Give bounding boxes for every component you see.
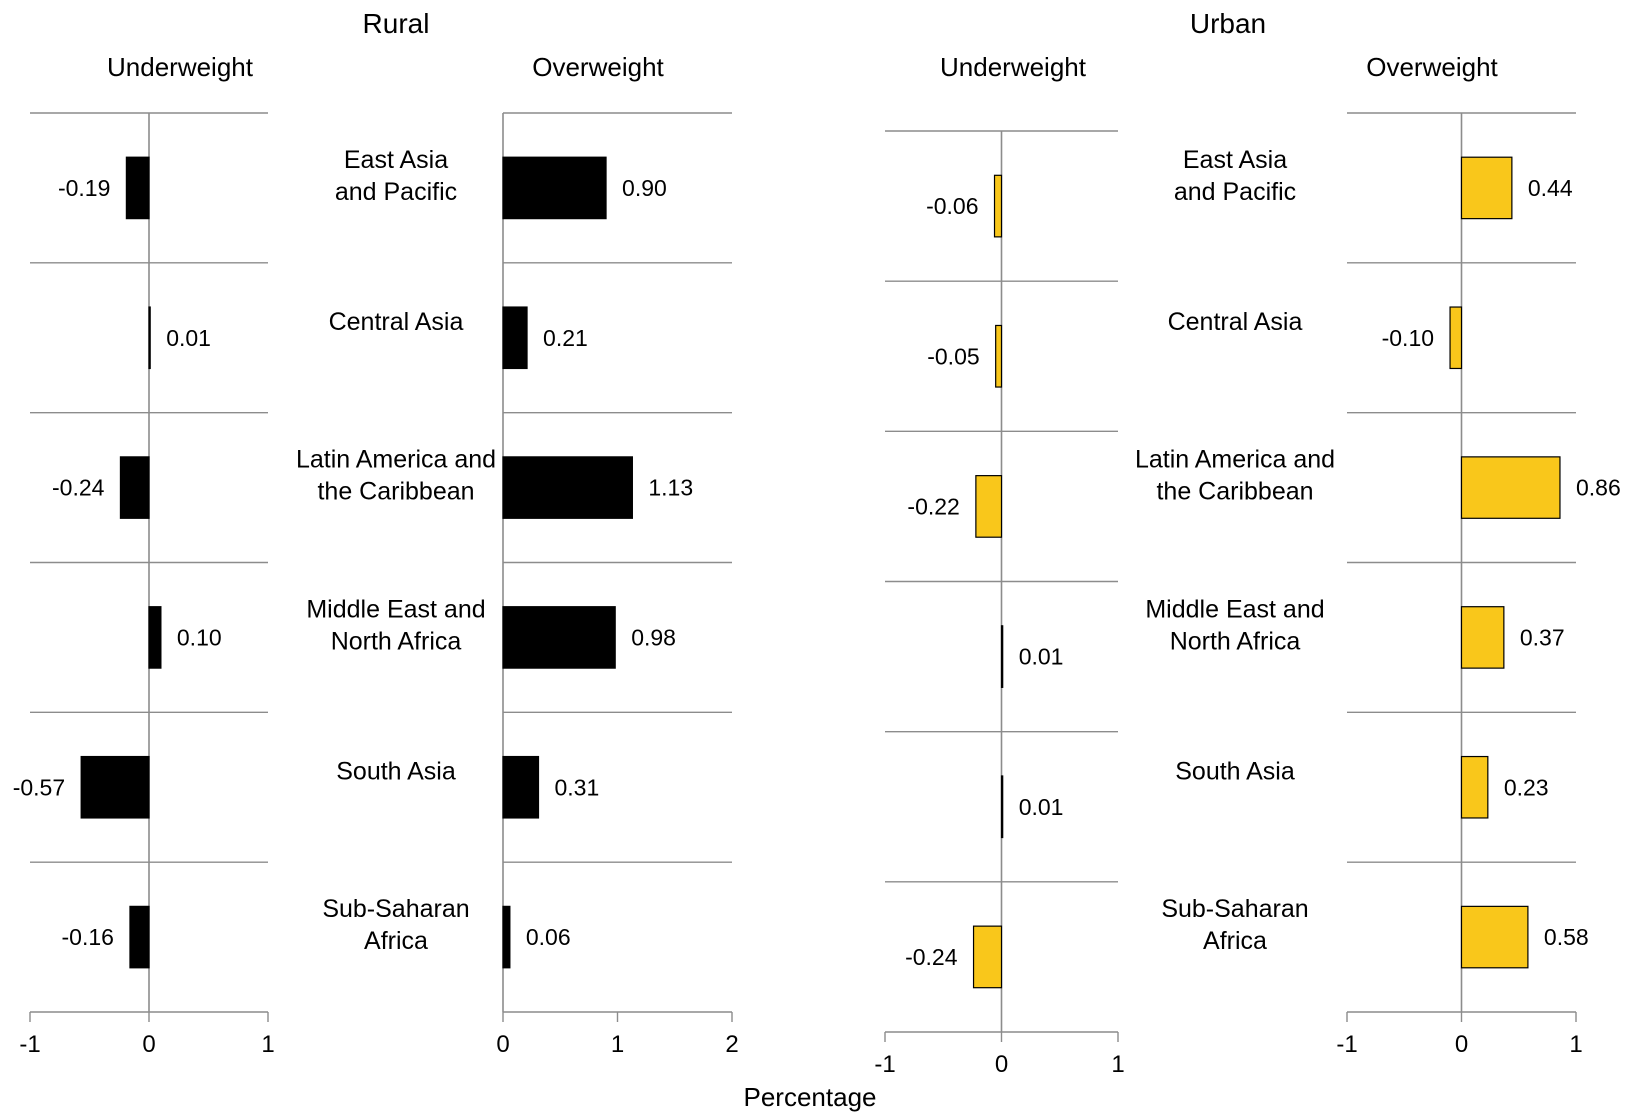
urban-overweight-value-label-south-asia: 0.23 xyxy=(1504,774,1549,800)
rural-underweight-value-label-latin-america-and-the-caribbean: -0.24 xyxy=(52,475,105,501)
urban-underweight-panel: Underweight -1 0 1 -0.06 -0.05 -0.22 0.01 0.01 -0… xyxy=(874,52,1124,1078)
rural-underweight-title: Underweight xyxy=(107,52,254,82)
urban-overweight-bar-latin-america-and-the-caribbean xyxy=(1460,456,1561,519)
rural-underweight-bar-sub-saharan-africa xyxy=(129,905,150,969)
urban-underweight-bar-south-asia xyxy=(1000,775,1004,839)
category-label-middle-east-and-north-africa-urban: North Africa xyxy=(1170,627,1301,655)
rural-underweight-value-label-middle-east-and-north-africa: 0.10 xyxy=(177,624,222,650)
rural-underweight-bar-central-asia xyxy=(148,306,151,370)
rural-underweight-value-label-east-asia-and-pacific: -0.19 xyxy=(58,175,110,201)
category-label-middle-east-and-north-africa-rural: Middle East and xyxy=(306,595,485,623)
urban-underweight-tick-label: 1 xyxy=(1111,1051,1124,1078)
urban-overweight-tick-label: 0 xyxy=(1455,1031,1468,1058)
urban-overweight-bar-east-asia-and-pacific xyxy=(1460,156,1513,220)
urban-underweight-tick-label: 0 xyxy=(995,1051,1008,1078)
rural-overweight-tick-label: 0 xyxy=(496,1031,509,1058)
rural-underweight-bar-south-asia xyxy=(80,755,150,819)
rural-underweight-bar-east-asia-and-pacific xyxy=(125,156,150,220)
urban-underweight-value-label-east-asia-and-pacific: -0.06 xyxy=(926,193,978,219)
rural-overweight-value-label-latin-america-and-the-caribbean: 1.13 xyxy=(648,475,693,501)
category-label-latin-america-and-the-caribbean-urban: Latin America and xyxy=(1135,446,1335,474)
urban-underweight-title: Underweight xyxy=(940,52,1087,82)
rural-overweight-bar-sub-saharan-africa xyxy=(502,905,511,969)
rural-overweight-tick-label: 1 xyxy=(611,1031,624,1058)
urban-underweight-bar-central-asia xyxy=(995,324,1003,388)
category-label-sub-saharan-africa-rural: Africa xyxy=(364,927,428,955)
category-label-east-asia-and-pacific-rural: East Asia xyxy=(344,146,448,174)
rural-overweight-bar-latin-america-and-the-caribbean xyxy=(502,456,633,519)
category-label-middle-east-and-north-africa-urban: Middle East and xyxy=(1145,595,1324,623)
rural-underweight-tick-label: 0 xyxy=(142,1031,155,1058)
category-label-east-asia-and-pacific-urban: East Asia xyxy=(1183,146,1287,174)
urban-overweight-tick-label: 1 xyxy=(1569,1031,1582,1058)
category-labels: East Asia and Pacific Central Asia Latin Am… xyxy=(296,146,1335,955)
group-title-rural: Rural xyxy=(363,8,430,39)
rural-underweight-tick-label: -1 xyxy=(19,1031,40,1058)
rural-overweight-tick-label: 2 xyxy=(725,1031,738,1058)
rural-overweight-value-label-sub-saharan-africa: 0.06 xyxy=(526,924,571,950)
group-title-urban: Urban xyxy=(1190,8,1266,39)
rural-underweight-value-label-central-asia: 0.01 xyxy=(166,325,211,351)
category-label-central-asia-urban: Central Asia xyxy=(1168,308,1303,336)
urban-overweight-value-label-sub-saharan-africa: 0.58 xyxy=(1544,924,1589,950)
urban-overweight-tick-label: -1 xyxy=(1336,1031,1357,1058)
rural-underweight-value-label-sub-saharan-africa: -0.16 xyxy=(62,924,114,950)
category-label-sub-saharan-africa-rural: Sub-Saharan xyxy=(322,895,469,923)
rural-overweight-value-label-east-asia-and-pacific: 0.90 xyxy=(622,175,667,201)
urban-overweight-value-label-east-asia-and-pacific: 0.44 xyxy=(1528,175,1573,201)
rural-overweight-bar-south-asia xyxy=(502,755,540,819)
rural-underweight-bar-latin-america-and-the-caribbean xyxy=(119,456,150,519)
panels: Underweight -1 0 1 -0.19 0.01 -0.24 0.10 -0.57 -0… xyxy=(13,52,1621,1078)
urban-overweight-title: Overweight xyxy=(1366,52,1498,82)
rural-underweight-tick-label: 1 xyxy=(261,1031,274,1058)
category-label-latin-america-and-the-caribbean-rural: the Caribbean xyxy=(317,478,474,506)
urban-overweight-value-label-latin-america-and-the-caribbean: 0.86 xyxy=(1576,475,1621,501)
category-label-latin-america-and-the-caribbean-rural: Latin America and xyxy=(296,446,496,474)
urban-underweight-value-label-latin-america-and-the-caribbean: -0.22 xyxy=(907,493,959,519)
category-label-central-asia-rural: Central Asia xyxy=(329,308,464,336)
rural-underweight-bar-middle-east-and-north-africa xyxy=(148,606,162,669)
urban-overweight-bar-central-asia xyxy=(1449,306,1463,370)
urban-overweight-panel: Overweight -1 0 1 0.44 -0.10 0.86 0.37 0.23 0.58 xyxy=(1336,52,1620,1058)
category-label-sub-saharan-africa-urban: Africa xyxy=(1203,927,1267,955)
rural-overweight-bar-middle-east-and-north-africa xyxy=(502,606,616,669)
urban-underweight-value-label-middle-east-and-north-africa: 0.01 xyxy=(1019,644,1064,670)
urban-overweight-bar-south-asia xyxy=(1460,755,1489,819)
category-label-east-asia-and-pacific-urban: and Pacific xyxy=(1174,178,1296,206)
urban-overweight-bar-sub-saharan-africa xyxy=(1460,905,1529,969)
rural-underweight-panel: Underweight -1 0 1 -0.19 0.01 -0.24 0.10 -0.57 -0… xyxy=(13,52,275,1058)
urban-underweight-bar-middle-east-and-north-africa xyxy=(1000,625,1004,688)
rural-overweight-value-label-middle-east-and-north-africa: 0.98 xyxy=(631,624,676,650)
rural-overweight-title: Overweight xyxy=(532,52,664,82)
rural-overweight-bar-central-asia xyxy=(502,306,528,370)
urban-underweight-bar-sub-saharan-africa xyxy=(972,925,1003,989)
urban-underweight-value-label-south-asia: 0.01 xyxy=(1019,794,1064,820)
urban-underweight-value-label-central-asia: -0.05 xyxy=(927,343,979,369)
rural-underweight-value-label-south-asia: -0.57 xyxy=(13,774,65,800)
category-label-sub-saharan-africa-urban: Sub-Saharan xyxy=(1161,895,1308,923)
category-label-middle-east-and-north-africa-rural: North Africa xyxy=(331,627,462,655)
urban-underweight-bar-east-asia-and-pacific xyxy=(993,174,1003,238)
category-label-east-asia-and-pacific-rural: and Pacific xyxy=(335,178,457,206)
rural-overweight-bar-east-asia-and-pacific xyxy=(502,156,607,220)
x-axis-label: Percentage xyxy=(744,1082,877,1112)
rural-overweight-value-label-south-asia: 0.31 xyxy=(554,774,599,800)
urban-overweight-value-label-central-asia: -0.10 xyxy=(1382,325,1434,351)
rural-overweight-panel: Overweight 0 1 2 0.90 0.21 1.13 0.98 0.31 0.06 xyxy=(496,52,738,1058)
category-label-latin-america-and-the-caribbean-urban: the Caribbean xyxy=(1156,478,1313,506)
urban-underweight-value-label-sub-saharan-africa: -0.24 xyxy=(905,944,958,970)
urban-overweight-bar-middle-east-and-north-africa xyxy=(1460,606,1505,669)
rural-overweight-value-label-central-asia: 0.21 xyxy=(543,325,588,351)
category-label-south-asia-urban: South Asia xyxy=(1175,757,1295,785)
urban-underweight-bar-latin-america-and-the-caribbean xyxy=(975,475,1003,538)
urban-overweight-value-label-middle-east-and-north-africa: 0.37 xyxy=(1520,624,1565,650)
urban-underweight-tick-label: -1 xyxy=(874,1051,895,1078)
category-label-south-asia-rural: South Asia xyxy=(336,757,456,785)
